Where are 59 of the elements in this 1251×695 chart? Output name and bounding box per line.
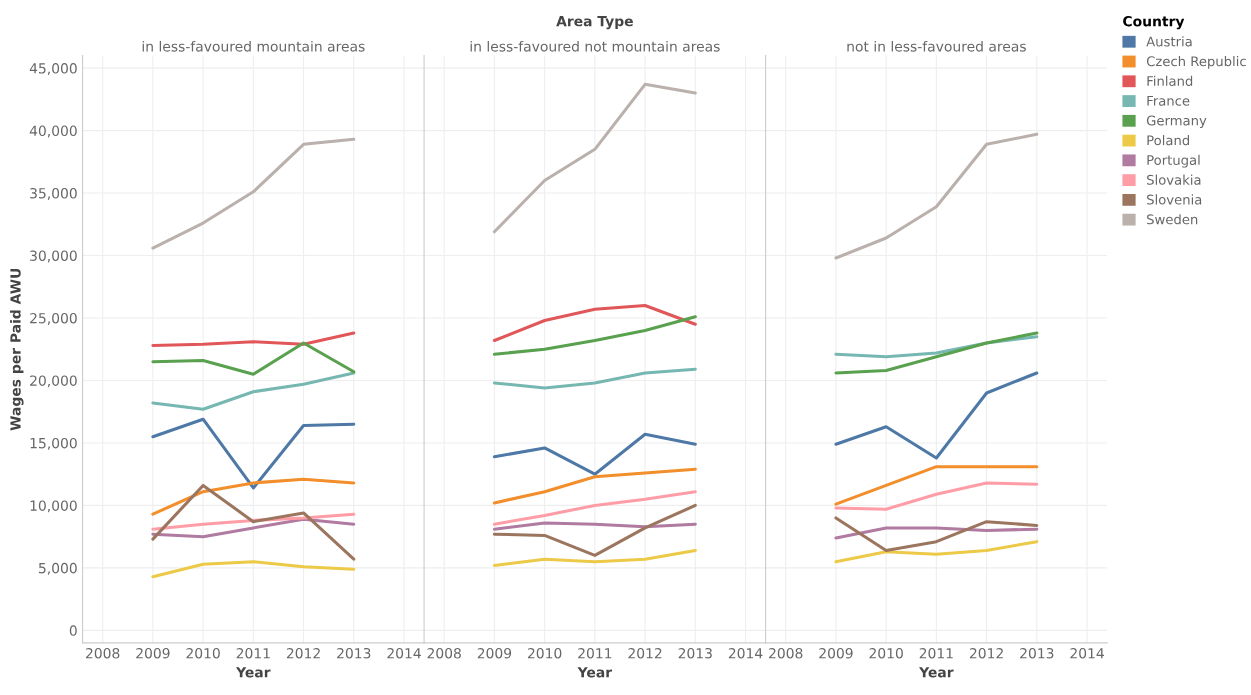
line-series	[151, 477, 356, 516]
y-tick-label: 45,000	[29, 63, 77, 75]
x-tick-label: 2010	[527, 647, 562, 659]
y-tick-label: 35,000	[30, 188, 77, 200]
line-series	[151, 137, 356, 250]
x-axis-title: Year	[577, 667, 613, 678]
chart-title: in less-favoured mountain areas	[142, 40, 365, 52]
legend-label: Austria	[1146, 36, 1192, 47]
x-tick-label: 2012	[286, 647, 320, 659]
x-tick-label: 2014	[1070, 647, 1104, 659]
x-tick-label: 2009	[477, 647, 512, 659]
y-tick-label: 0	[69, 625, 77, 636]
y-tick-label: 20,000	[30, 375, 77, 388]
x-tick-label: 2011	[919, 647, 953, 659]
legend-label: Sweden	[1147, 214, 1198, 225]
x-tick-label: 2011	[236, 647, 270, 659]
x-tick-label: 2008	[769, 647, 803, 659]
x-tick-label: 2013	[678, 647, 712, 659]
chart-title: not in less-favoured areas	[847, 40, 1026, 52]
y-tick-label: 10,000	[30, 500, 77, 513]
y-tick-label: 30,000	[30, 250, 77, 263]
line-series	[151, 331, 356, 348]
x-axis-title: Year	[919, 667, 954, 678]
legend-label: Slovakia	[1147, 174, 1201, 185]
x-tick-label: 2012	[628, 647, 662, 659]
legend-label: Czech Republic	[1146, 56, 1246, 69]
x-tick-label: 2011	[578, 647, 612, 659]
x-tick-label: 2008	[86, 647, 120, 659]
text: Area Type	[556, 16, 633, 30]
legend-label: Portugal	[1147, 154, 1200, 168]
line-series	[151, 517, 356, 539]
legend-label: Slovenia	[1147, 194, 1202, 205]
y-tick-label: 40,000	[29, 125, 77, 138]
x-tick-label: 2009	[136, 647, 170, 659]
x-tick-label: 2010	[869, 647, 903, 659]
y-tick-label: 25,000	[30, 312, 77, 325]
legend-label: Poland	[1147, 135, 1190, 146]
x-tick-label: 2013	[337, 647, 371, 659]
x-tick-label: 2010	[186, 647, 220, 659]
x-tick-label: 2008	[427, 647, 461, 659]
y-tick-label: 5,000	[39, 562, 77, 575]
x-axis-title: Year	[235, 667, 271, 678]
line-series	[151, 483, 356, 561]
legend-label: France	[1147, 95, 1190, 106]
y-axis-title: Wages per Paid AWU	[10, 268, 24, 431]
x-tick-label: 2012	[969, 647, 1003, 659]
x-tick-label: 2009	[819, 647, 853, 659]
line-series	[151, 371, 356, 411]
legend-title: Country	[1123, 15, 1185, 30]
legend-label: Germany	[1146, 115, 1207, 129]
chart-title: in less-favoured not mountain areas	[470, 40, 720, 52]
line-series	[151, 560, 356, 579]
legend-label: Finland	[1147, 75, 1193, 86]
line-series	[151, 417, 356, 490]
x-tick-label: 2014	[387, 647, 421, 659]
x-tick-label: 2013	[1020, 647, 1054, 659]
x-tick-label: 2014	[728, 647, 763, 659]
line-series	[151, 341, 356, 376]
y-tick-label: 15,000	[30, 437, 77, 450]
